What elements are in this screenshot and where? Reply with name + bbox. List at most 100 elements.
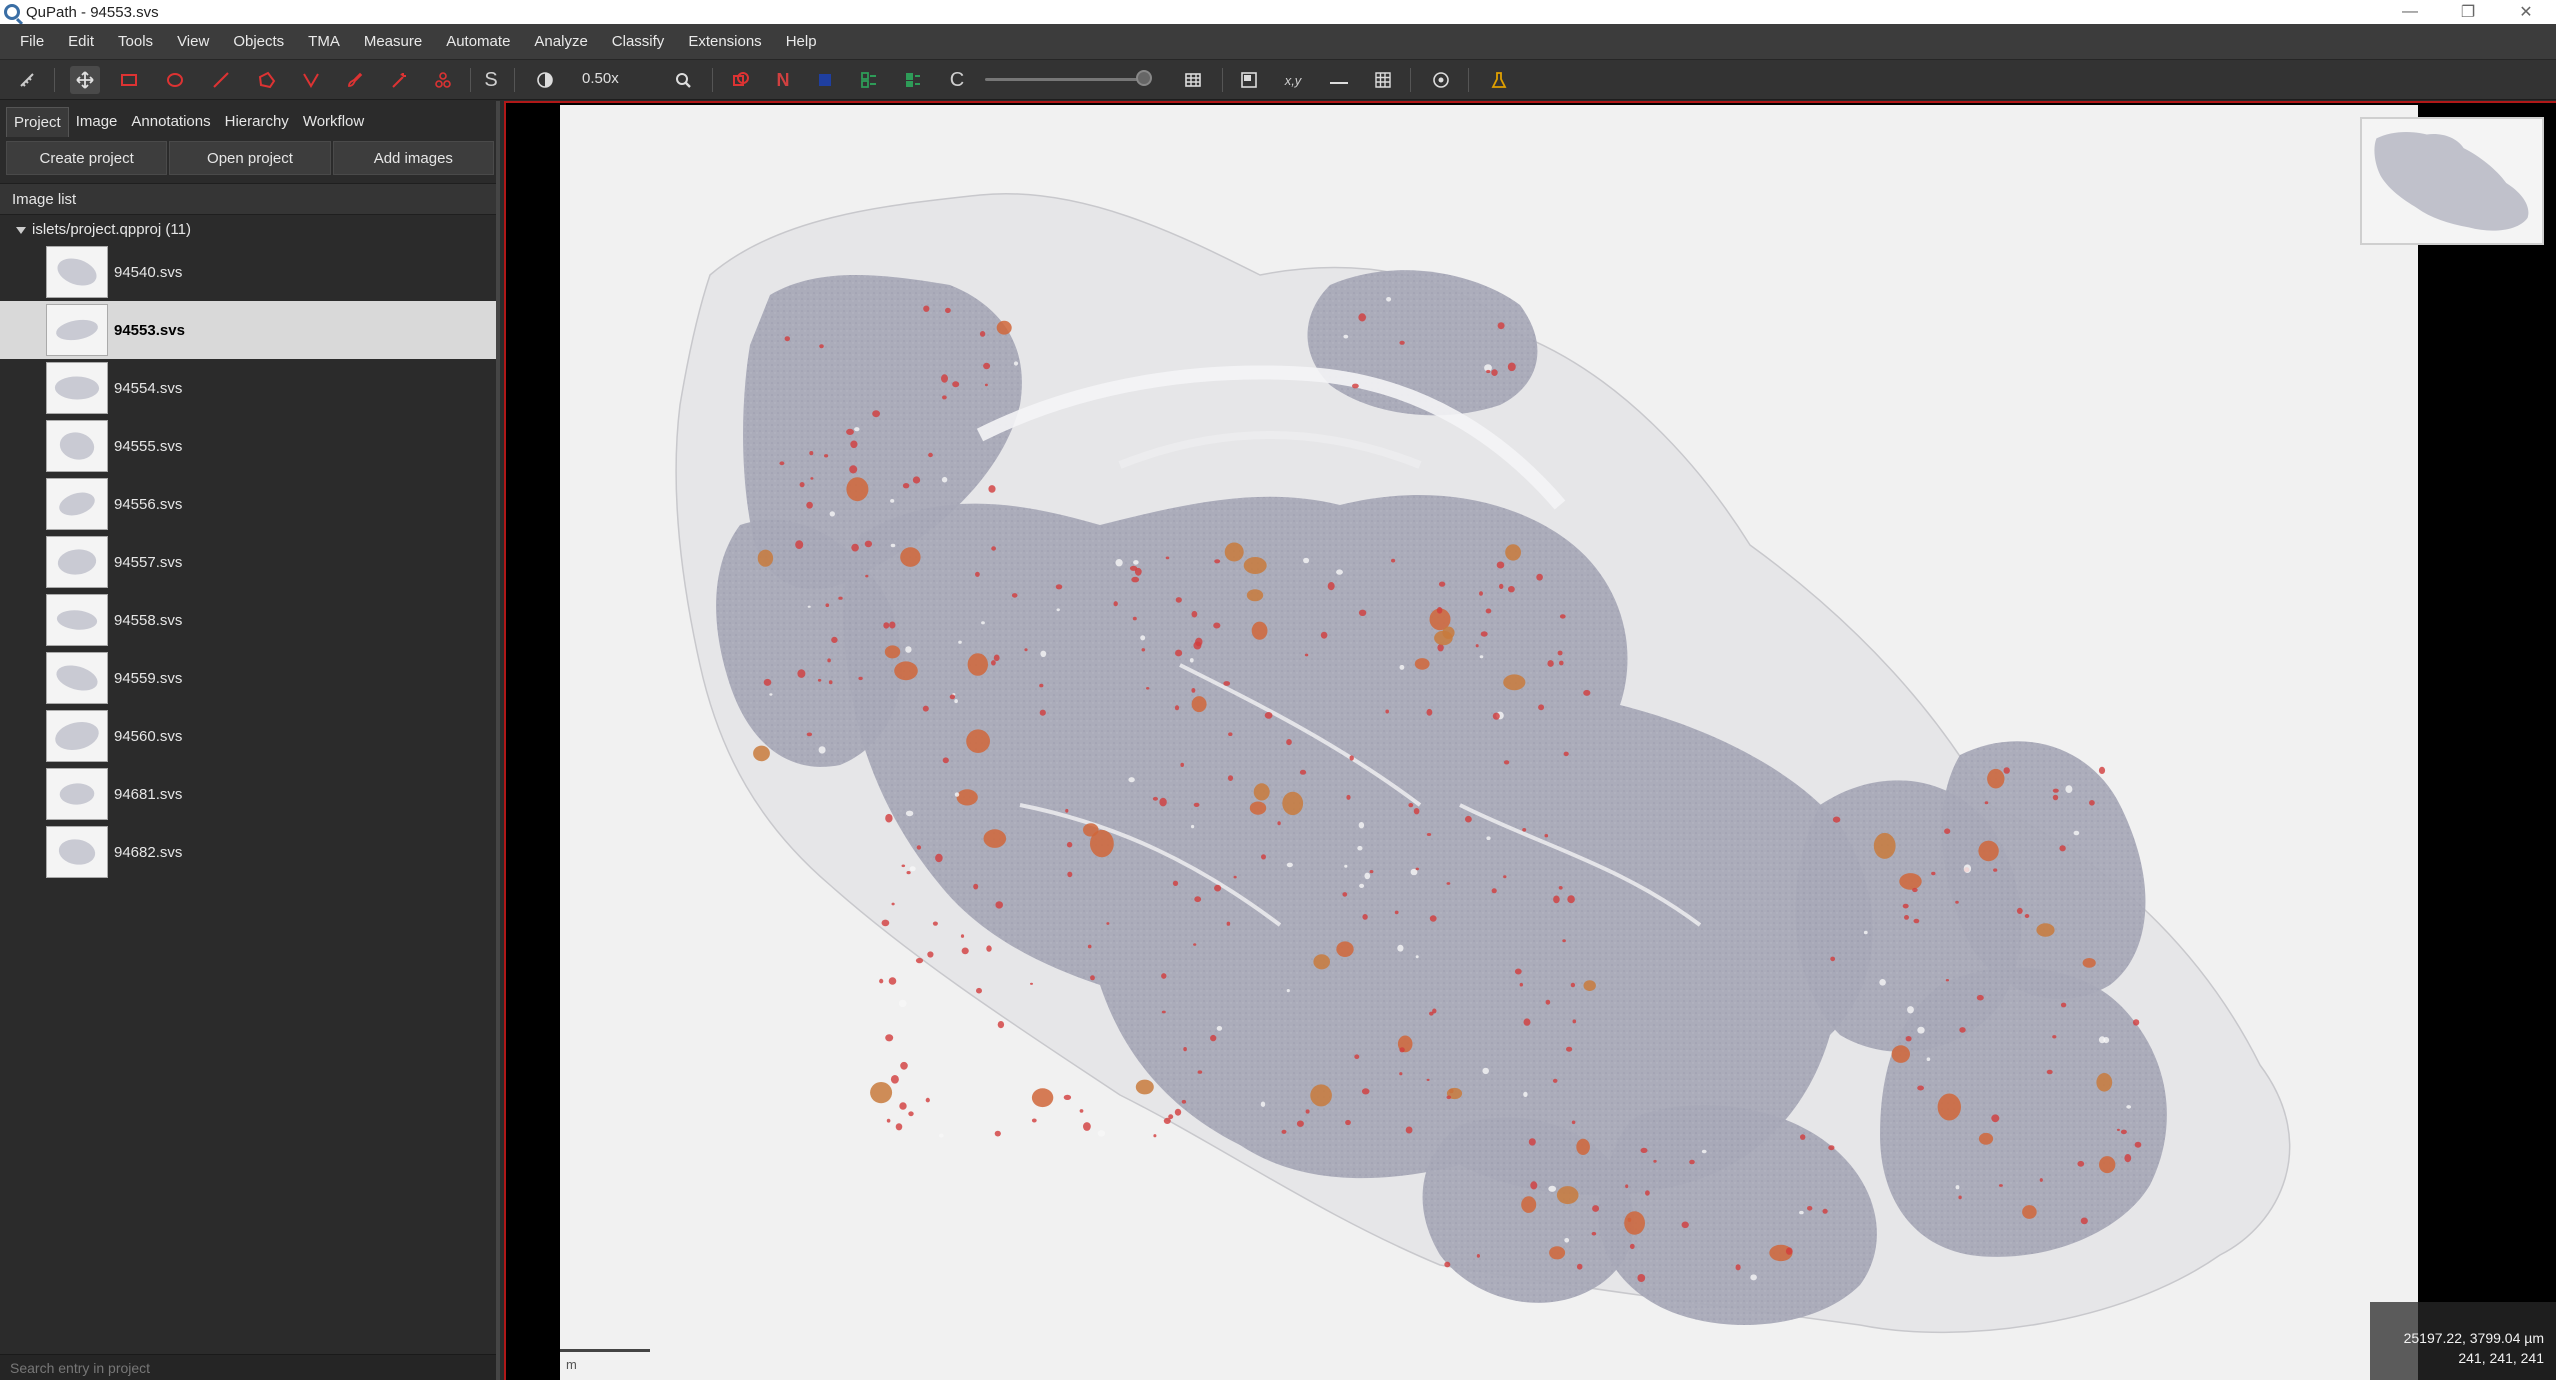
image-list-item[interactable]: 94558.svs <box>0 591 496 649</box>
create-project-button[interactable]: Create project <box>6 141 168 175</box>
image-name-label: 94556.svs <box>114 495 183 513</box>
islet-marker <box>1522 828 1527 832</box>
islet-marker <box>1978 840 1999 862</box>
islet-marker <box>1129 565 1138 571</box>
islet-marker <box>890 543 896 548</box>
islet-marker <box>1556 1186 1579 1205</box>
menu-objects[interactable]: Objects <box>233 32 285 50</box>
menu-automate[interactable]: Automate <box>446 32 511 50</box>
menu-edit[interactable]: Edit <box>68 32 95 50</box>
image-list-item[interactable]: 94560.svs <box>0 707 496 765</box>
image-list-item[interactable]: 94682.svs <box>0 823 496 881</box>
menu-help[interactable]: Help <box>785 32 817 50</box>
slide-image[interactable] <box>560 105 2418 1380</box>
islet-marker <box>1181 1099 1187 1104</box>
brush-tool-icon[interactable] <box>340 66 370 94</box>
image-list-item[interactable]: 94681.svs <box>0 765 496 823</box>
measure-tool-icon[interactable] <box>12 66 42 94</box>
rectangle-tool-icon[interactable] <box>114 66 144 94</box>
islet-marker <box>753 745 770 762</box>
show-scalebar-button[interactable] <box>1324 66 1354 94</box>
expand-arrow-icon[interactable] <box>16 226 26 234</box>
fill-detections-icon[interactable] <box>898 66 928 94</box>
menu-measure[interactable]: Measure <box>363 32 423 50</box>
wand-tool-icon[interactable] <box>384 66 414 94</box>
overview-thumbnail[interactable] <box>2360 117 2544 245</box>
restore-button[interactable]: ❐ <box>2460 4 2476 21</box>
islet-marker <box>1233 875 1237 879</box>
zoom-to-fit-icon[interactable] <box>668 66 698 94</box>
pixel-classifier-icon[interactable] <box>1426 66 1456 94</box>
islet-marker <box>1191 824 1195 829</box>
islet-marker <box>2016 907 2023 915</box>
islet-marker <box>945 307 951 314</box>
polyline-tool-icon[interactable] <box>296 66 326 94</box>
menu-view[interactable]: View <box>177 32 210 50</box>
search-entry-input[interactable]: Search entry in project <box>0 1354 496 1380</box>
show-location-button[interactable]: x,y <box>1284 72 1302 88</box>
selection-mode-button[interactable]: S <box>484 68 498 91</box>
project-panel: Project Image Annotations Hierarchy Work… <box>0 101 500 1380</box>
islet-marker <box>1899 873 1922 890</box>
islet-marker <box>1571 1120 1576 1125</box>
show-tma-grid-icon[interactable] <box>810 66 840 94</box>
image-list-item[interactable]: 94553.svs <box>0 301 496 359</box>
image-list-item[interactable]: 94557.svs <box>0 533 496 591</box>
project-tree-root[interactable]: islets/project.qpproj (11) <box>0 217 496 243</box>
tab-hierarchy[interactable]: Hierarchy <box>224 113 289 130</box>
image-name-label: 94557.svs <box>114 553 183 571</box>
tab-image[interactable]: Image <box>75 113 118 130</box>
show-annotations-icon[interactable] <box>726 66 756 94</box>
polygon-tool-icon[interactable] <box>252 66 282 94</box>
islet-marker <box>757 549 774 567</box>
image-list-item[interactable]: 94559.svs <box>0 649 496 707</box>
menu-tools[interactable]: Tools <box>118 32 154 50</box>
image-list-item[interactable]: 94556.svs <box>0 475 496 533</box>
project-root-label: islets/project.qpproj (11) <box>32 221 191 238</box>
image-list-item[interactable]: 94540.svs <box>0 243 496 301</box>
tab-workflow[interactable]: Workflow <box>302 113 365 130</box>
show-names-button[interactable]: N <box>776 69 790 90</box>
opacity-slider-track[interactable] <box>985 78 1150 81</box>
close-button[interactable]: ✕ <box>2519 4 2533 21</box>
opacity-slider-thumb[interactable] <box>1136 70 1152 86</box>
islet-marker <box>1959 1027 1966 1033</box>
show-detections-icon[interactable] <box>854 66 884 94</box>
islet-marker <box>1414 658 1430 670</box>
menu-analyze[interactable]: Analyze <box>534 32 588 50</box>
islet-marker <box>2052 1035 2057 1039</box>
islet-marker <box>1251 621 1268 640</box>
islet-marker <box>809 451 814 456</box>
menu-extensions[interactable]: Extensions <box>688 32 762 50</box>
islet-marker <box>1429 1011 1434 1016</box>
islet-marker <box>881 919 890 927</box>
menu-classify[interactable]: Classify <box>611 32 665 50</box>
islet-marker <box>941 476 948 483</box>
points-tool-icon[interactable] <box>428 66 458 94</box>
tab-annotations[interactable]: Annotations <box>131 113 211 130</box>
islet-marker <box>1521 1196 1537 1213</box>
ellipse-tool-icon[interactable] <box>160 66 190 94</box>
islet-marker <box>2073 830 2080 836</box>
open-project-button[interactable]: Open project <box>169 141 331 175</box>
minimize-button[interactable]: — <box>2402 3 2418 20</box>
show-overview-icon[interactable] <box>1234 66 1264 94</box>
islet-marker <box>1523 1018 1531 1026</box>
add-images-button[interactable]: Add images <box>332 141 494 175</box>
islet-marker <box>1133 560 1139 565</box>
image-viewer[interactable]: m 25197.22, 3799.04 µm 241, 241, 241 <box>504 101 2556 1380</box>
image-list-item[interactable]: 94555.svs <box>0 417 496 475</box>
islet-marker <box>1413 808 1420 815</box>
measurement-table-icon[interactable] <box>1178 66 1208 94</box>
tab-project[interactable]: Project <box>6 107 69 137</box>
islet-marker <box>1576 1263 1583 1270</box>
menu-tma[interactable]: TMA <box>308 32 340 50</box>
brightness-contrast-icon[interactable] <box>530 66 560 94</box>
move-tool-icon[interactable] <box>70 66 100 94</box>
line-tool-icon[interactable] <box>206 66 236 94</box>
log-viewer-icon[interactable] <box>1484 66 1514 94</box>
show-connections-button[interactable]: C <box>949 68 965 91</box>
image-list-item[interactable]: 94554.svs <box>0 359 496 417</box>
menu-file[interactable]: File <box>20 32 45 50</box>
show-grid-icon[interactable] <box>1368 66 1398 94</box>
